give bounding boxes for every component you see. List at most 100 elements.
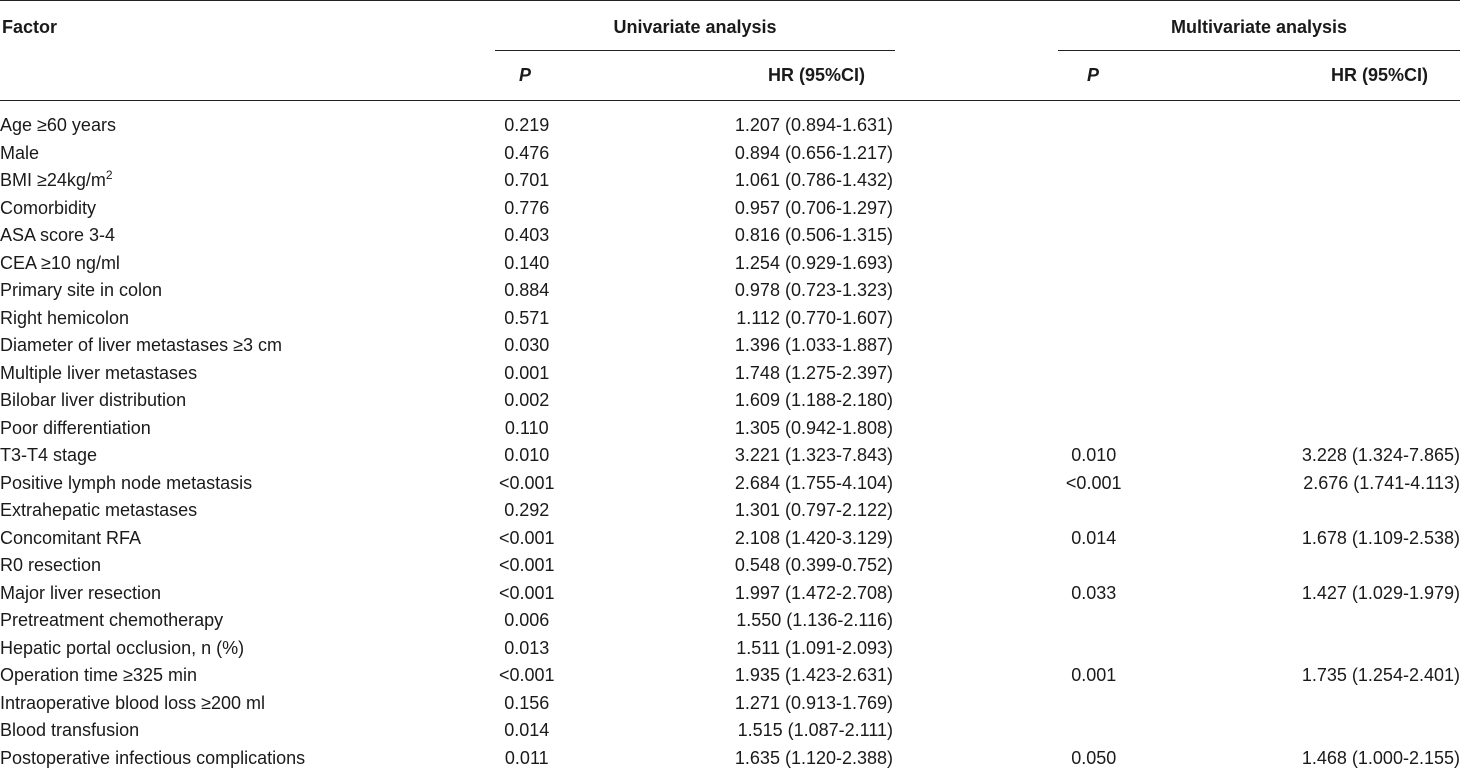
factor-cell-text: Bilobar liver distribution (0, 390, 186, 410)
factor-cell: T3-T4 stage (0, 442, 482, 470)
univariate-p-cell-text: <0.001 (499, 473, 555, 493)
univariate-hr-cell: 1.935 (1.423-2.631) (572, 662, 893, 690)
univariate-hr-cell-text: 0.894 (0.656-1.217) (735, 143, 893, 163)
univariate-hr-cell: 1.301 (0.797-2.122) (572, 497, 893, 525)
univariate-p-cell-text: 0.884 (504, 280, 549, 300)
univariate-hr-cell-text: 1.271 (0.913-1.769) (735, 693, 893, 713)
header-factor: Factor (2, 16, 57, 38)
univariate-hr-cell: 0.816 (0.506-1.315) (572, 222, 893, 250)
header-univariate: Univariate analysis (613, 16, 776, 38)
factor-cell-text: Hepatic portal occlusion, n (%) (0, 638, 244, 658)
multivariate-p-cell-text: 0.033 (1071, 583, 1116, 603)
factor-cell-text: Poor differentiation (0, 418, 151, 438)
table-row: Male 0.476 0.894 (0.656-1.217) (0, 140, 1460, 168)
factor-cell-text: Blood transfusion (0, 720, 139, 740)
multivariate-hr-cell (1139, 415, 1460, 443)
factor-cell-text: ASA score 3-4 (0, 225, 115, 245)
header-univariate-p: P (519, 64, 531, 86)
univariate-hr-cell: 0.978 (0.723-1.323) (572, 277, 893, 305)
factor-cell-text: Extrahepatic metastases (0, 500, 197, 520)
factor-cell-text: Postoperative infectious complications (0, 748, 305, 768)
univariate-p-cell-text: 0.010 (504, 445, 549, 465)
column-gap (893, 662, 1049, 690)
univariate-hr-cell-text: 1.301 (0.797-2.122) (735, 500, 893, 520)
factor-cell: Pretreatment chemotherapy (0, 607, 482, 635)
univariate-p-cell: 0.002 (482, 387, 572, 415)
factor-cell: Concomitant RFA (0, 525, 482, 553)
factor-cell-text: Diameter of liver metastases ≥3 cm (0, 335, 282, 355)
column-gap (893, 167, 1049, 195)
univariate-hr-cell-text: 1.515 (1.087-2.111) (738, 720, 893, 740)
factor-cell: Multiple liver metastases (0, 360, 482, 388)
univariate-hr-cell-text: 2.684 (1.755-4.104) (735, 473, 893, 493)
column-gap (893, 635, 1049, 663)
factor-superscript: 2 (106, 168, 113, 182)
univariate-p-cell: 0.006 (482, 607, 572, 635)
factor-cell-text: Pretreatment chemotherapy (0, 610, 223, 630)
univariate-p-cell-text: 0.140 (504, 253, 549, 273)
multivariate-p-cell: <0.001 (1049, 470, 1139, 498)
factor-cell: Poor differentiation (0, 415, 482, 443)
univariate-hr-cell-text: 0.548 (0.399-0.752) (735, 555, 893, 575)
univariate-p-cell: <0.001 (482, 552, 572, 580)
univariate-p-cell: 0.701 (482, 167, 572, 195)
multivariate-p-cell-text: <0.001 (1066, 473, 1122, 493)
univariate-p-cell: 0.110 (482, 415, 572, 443)
multivariate-hr-cell: 2.676 (1.741-4.113) (1139, 470, 1460, 498)
univariate-hr-cell-text: 1.396 (1.033-1.887) (735, 335, 893, 355)
factor-cell: BMI ≥24kg/m2 (0, 167, 482, 195)
univariate-p-cell: <0.001 (482, 470, 572, 498)
multivariate-hr-cell (1139, 552, 1460, 580)
factor-cell-text: R0 resection (0, 555, 101, 575)
univariate-p-cell: 0.571 (482, 305, 572, 333)
univariate-hr-cell: 1.112 (0.770-1.607) (572, 305, 893, 333)
factor-cell: Major liver resection (0, 580, 482, 608)
multivariate-hr-cell: 1.427 (1.029-1.979) (1139, 580, 1460, 608)
factor-cell: Diameter of liver metastases ≥3 cm (0, 332, 482, 360)
multivariate-hr-cell-text: 1.735 (1.254-2.401) (1302, 665, 1460, 685)
univariate-hr-cell: 1.061 (0.786-1.432) (572, 167, 893, 195)
univariate-p-cell-text: 0.476 (504, 143, 549, 163)
header-multivariate-hr: HR (95%CI) (1260, 64, 1428, 86)
multivariate-hr-cell-text: 2.676 (1.741-4.113) (1303, 473, 1460, 493)
univariate-p-cell-text: <0.001 (499, 528, 555, 548)
factor-cell-text: CEA ≥10 ng/ml (0, 253, 120, 273)
multivariate-p-cell (1049, 552, 1139, 580)
univariate-p-cell: 0.010 (482, 442, 572, 470)
univariate-hr-cell-text: 1.511 (1.091-2.093) (736, 638, 893, 658)
multivariate-hr-cell (1139, 690, 1460, 718)
column-gap (893, 250, 1049, 278)
univariate-p-cell-text: <0.001 (499, 555, 555, 575)
multivariate-p-cell (1049, 112, 1139, 140)
univariate-p-cell: 0.011 (482, 745, 572, 772)
multivariate-hr-cell (1139, 607, 1460, 635)
multivariate-p-cell (1049, 415, 1139, 443)
univariate-hr-cell: 1.609 (1.188-2.180) (572, 387, 893, 415)
univariate-p-cell: 0.140 (482, 250, 572, 278)
multivariate-hr-cell (1139, 717, 1460, 745)
univariate-hr-cell: 1.550 (1.136-2.116) (572, 607, 893, 635)
factor-cell-text: Major liver resection (0, 583, 161, 603)
multivariate-p-cell (1049, 332, 1139, 360)
univariate-hr-cell-text: 1.550 (1.136-2.116) (736, 610, 893, 630)
multivariate-hr-cell (1139, 635, 1460, 663)
multivariate-p-cell: 0.014 (1049, 525, 1139, 553)
univariate-hr-cell: 1.997 (1.472-2.708) (572, 580, 893, 608)
univariate-hr-cell: 1.207 (0.894-1.631) (572, 112, 893, 140)
multivariate-p-cell (1049, 305, 1139, 333)
multivariate-hr-cell-text: 1.678 (1.109-2.538) (1302, 528, 1460, 548)
multivariate-hr-cell (1139, 167, 1460, 195)
factor-cell: R0 resection (0, 552, 482, 580)
univariate-hr-cell-text: 0.816 (0.506-1.315) (735, 225, 893, 245)
multivariate-p-cell (1049, 195, 1139, 223)
column-gap (893, 717, 1049, 745)
factor-cell: Male (0, 140, 482, 168)
univariate-hr-cell: 0.957 (0.706-1.297) (572, 195, 893, 223)
column-gap (893, 195, 1049, 223)
